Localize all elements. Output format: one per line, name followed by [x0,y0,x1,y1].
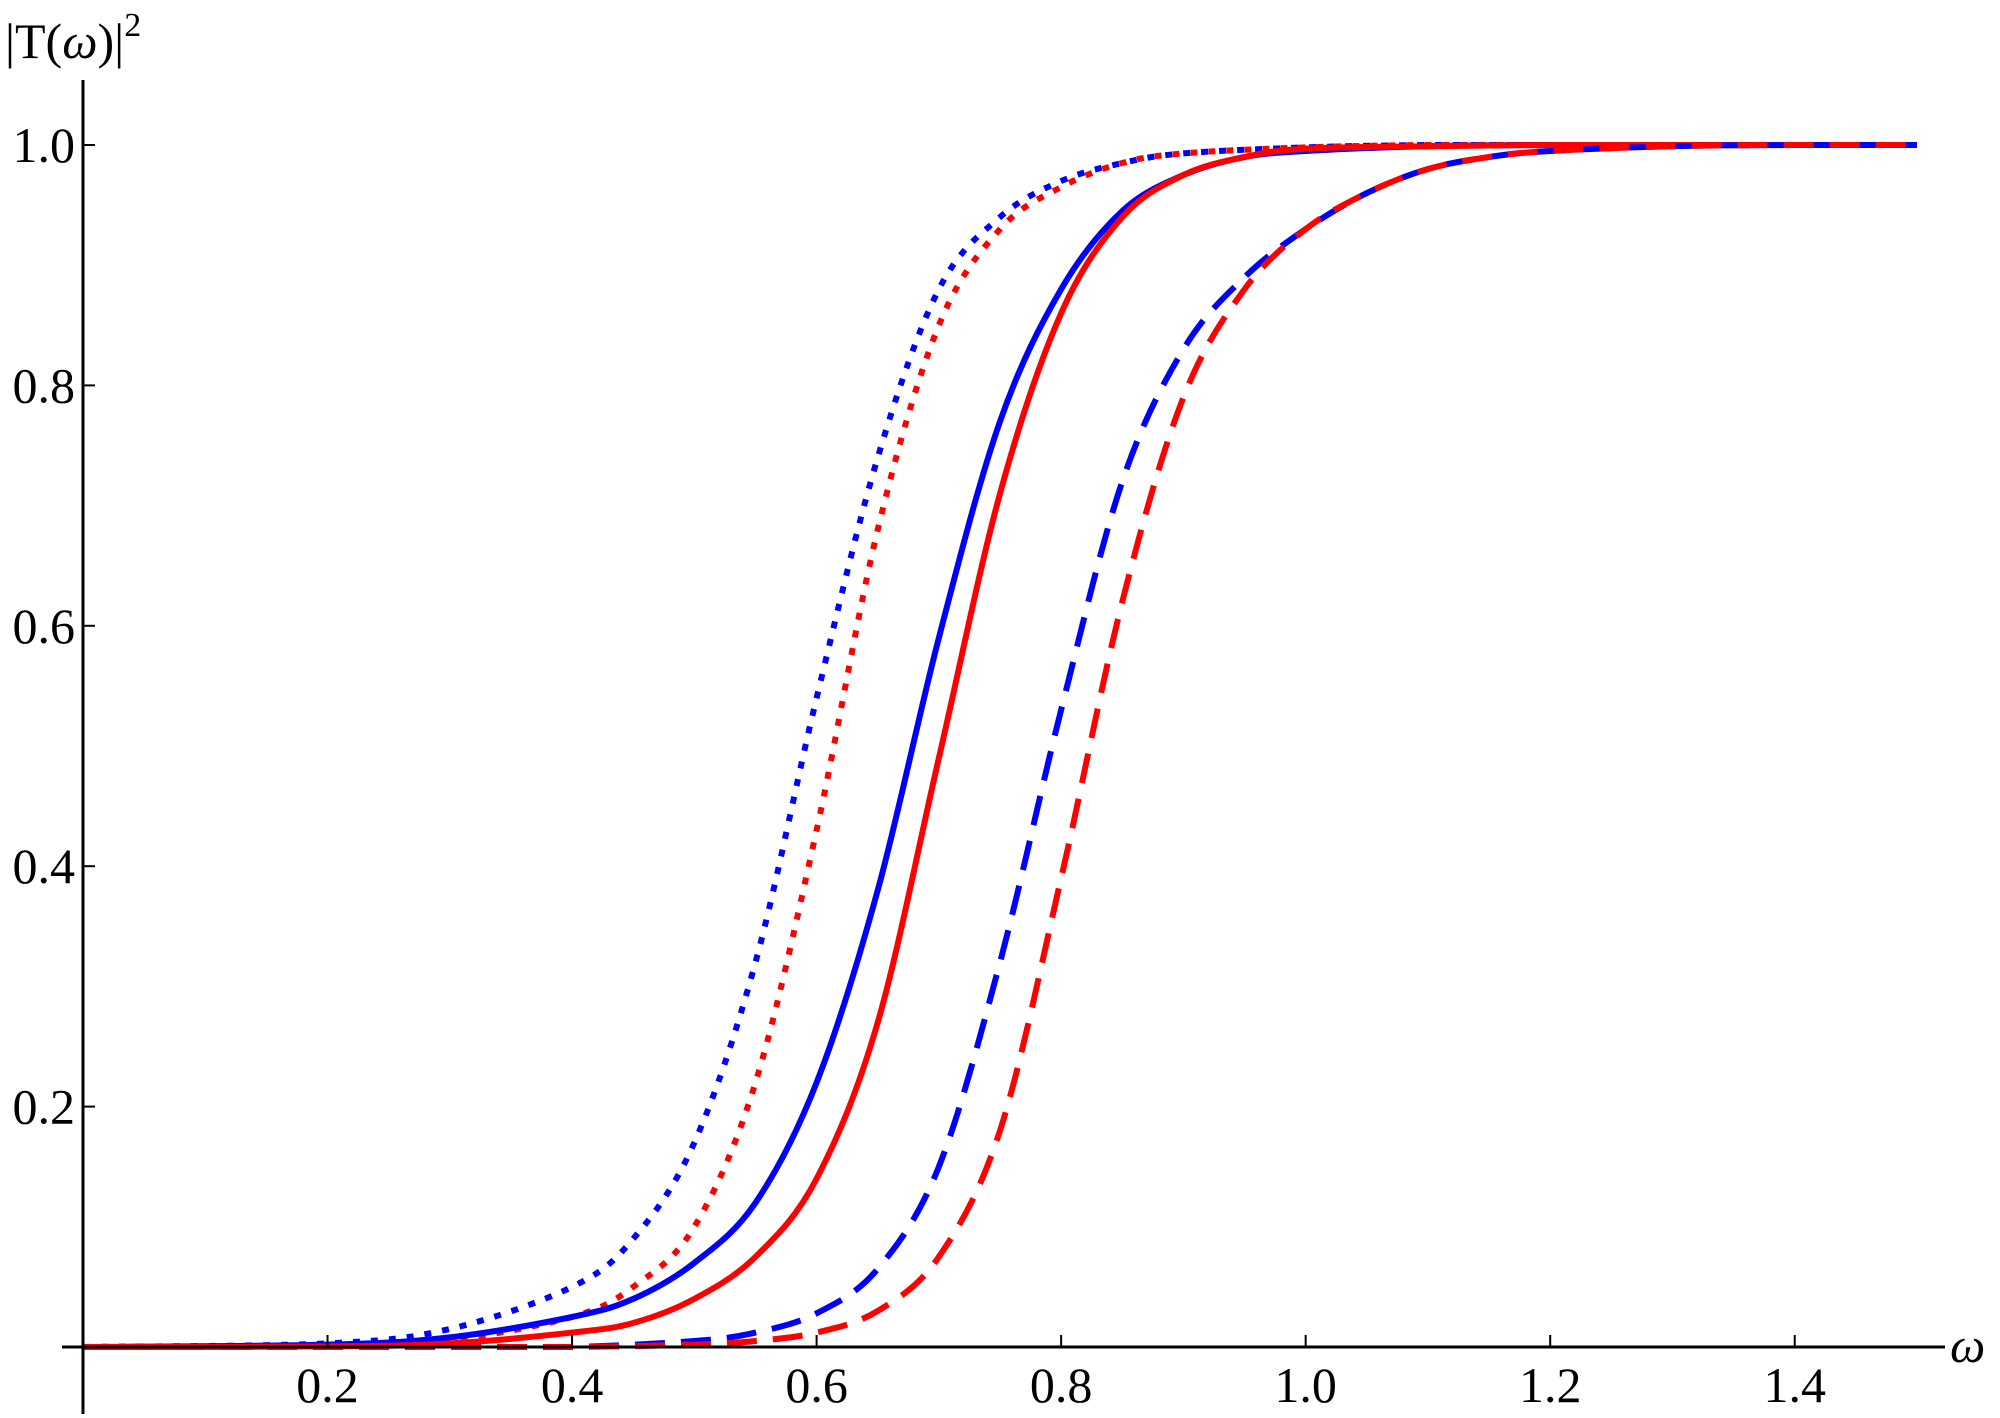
series-line-dashed-blue [82,141,1917,1351]
axes-group [62,80,1945,1414]
y-ticks-group: 0.2 0.4 0.6 0.8 1.0 [13,117,95,1135]
x-tick-label: 1.2 [1519,1357,1582,1413]
series-group [82,141,1917,1351]
x-tick-label: 0.2 [296,1357,359,1413]
x-ticks-group: 0.2 0.4 0.6 0.8 1.0 1.2 1.4 [296,1335,1826,1413]
x-tick-label: 0.4 [541,1357,604,1413]
y-axis-title-part-2: ω [62,13,97,69]
x-tick-label: 1.0 [1274,1357,1337,1413]
x-tick-label: 1.4 [1763,1357,1826,1413]
y-tick-label: 0.4 [13,838,76,894]
y-axis-title-part-3: )| [98,13,125,69]
y-tick-label: 1.0 [13,117,76,173]
y-axis-title: |T(ω)|2 [5,7,141,69]
y-tick-label: 0.6 [13,598,76,654]
series-line-solid-red [82,141,1917,1350]
y-axis-title-superscript: 2 [124,7,141,44]
series-line-dotted-red [82,141,1917,1350]
y-tick-label: 0.2 [13,1079,76,1135]
x-tick-label: 0.8 [1030,1357,1093,1413]
x-tick-label: 0.6 [785,1357,848,1413]
y-axis-title-part-1: |T( [5,13,62,69]
series-line-dotted-blue [82,141,1917,1350]
series-line-dashed-red [82,141,1917,1351]
series-line-solid-blue [82,141,1917,1350]
x-axis-title: ω [1950,1317,1985,1373]
y-tick-label: 0.8 [13,357,76,413]
